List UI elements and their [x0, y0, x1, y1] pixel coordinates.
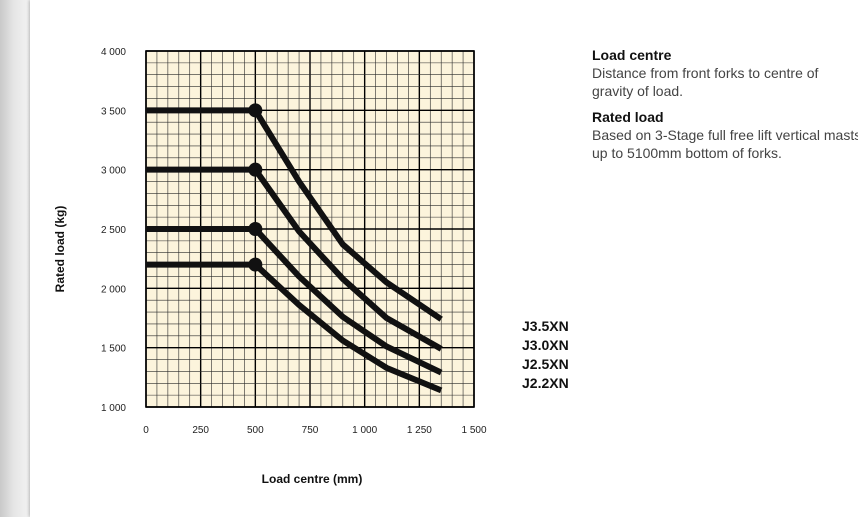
series-marker	[248, 257, 263, 272]
x-tick-label: 250	[192, 425, 209, 436]
x-tick-label: 500	[247, 425, 264, 436]
y-tick-label: 1 500	[101, 344, 126, 355]
y-tick-label: 3 000	[101, 166, 126, 177]
series-label: J2.2XN	[522, 375, 569, 391]
chart-notes: Load centre Distance from front forks to…	[592, 46, 858, 170]
y-tick-label: 2 500	[101, 225, 126, 236]
chart-card: 0 250 500 750 1 000 1 250 1 500 1 000 1 500 2 000…	[30, 0, 858, 517]
y-tick-label: 2 000	[101, 284, 126, 295]
series-line	[146, 166, 443, 352]
series-label: J3.0XN	[522, 337, 569, 353]
series-label: J2.5XN	[522, 356, 569, 372]
series-label: J3.5XN	[522, 318, 569, 334]
load-chart: 0 250 500 750 1 000 1 250 1 500 1 000 1 500 2 000…	[53, 47, 569, 486]
x-tick-label: 0	[143, 425, 149, 436]
series-lines	[146, 107, 443, 394]
x-axis-title: Load centre (mm)	[262, 472, 363, 486]
y-axis-title: Rated load (kg)	[53, 206, 67, 293]
series-markers	[248, 103, 263, 272]
tick-labels: 0 250 500 750 1 000 1 250 1 500 1 000 1 500 2 000…	[101, 47, 487, 436]
rated-load-description: Based on 3-Stage full free lift vertical…	[592, 127, 858, 161]
series-marker	[248, 162, 263, 177]
x-tick-label: 1 000	[352, 425, 377, 436]
x-tick-label: 1 500	[461, 425, 486, 436]
rated-load-heading: Rated load	[592, 109, 664, 125]
load-centre-heading: Load centre	[592, 47, 672, 63]
load-centre-description: Distance from front forks to centre of g…	[592, 65, 819, 99]
series-line	[146, 261, 443, 394]
y-tick-label: 3 500	[101, 106, 126, 117]
series-marker	[248, 222, 263, 236]
series-marker	[248, 103, 263, 118]
series-labels: J3.5XN J3.0XN J2.5XN J2.2XN	[522, 318, 569, 391]
y-tick-label: 1 000	[101, 403, 126, 414]
series-line	[146, 107, 443, 322]
x-tick-label: 1 250	[407, 425, 432, 436]
series-line	[146, 226, 443, 376]
y-tick-label: 4 000	[101, 47, 126, 58]
x-tick-label: 750	[302, 425, 319, 436]
